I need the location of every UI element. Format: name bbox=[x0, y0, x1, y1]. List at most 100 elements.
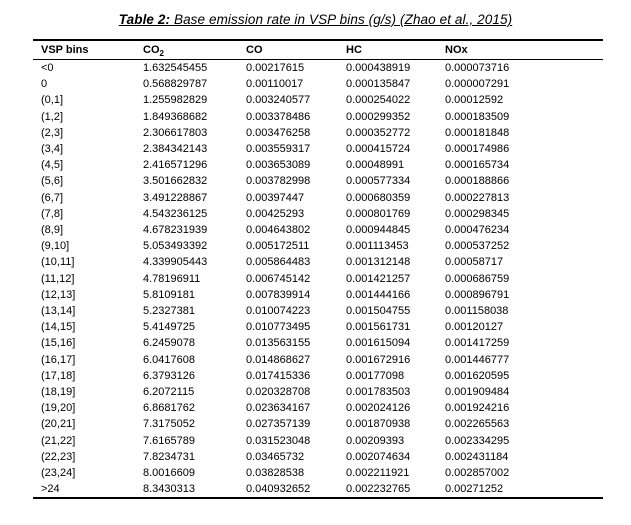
emissions-table: VSP bins CO2 CO HC NOx <0 1.632545455 0.00… bbox=[33, 39, 603, 500]
value-cell: 0.000577334 bbox=[346, 175, 411, 188]
value-cell: 0.000181848 bbox=[445, 126, 510, 139]
value-cell: 0.000680359 bbox=[346, 191, 411, 204]
value-cell: 0.013563155 bbox=[246, 337, 311, 350]
value-cell: 0.000352772 bbox=[346, 126, 411, 139]
column-header-label: HC bbox=[346, 44, 362, 56]
table-row: (17,18] 6.3793126 0.017415336 0.00177098 0.0… bbox=[33, 368, 603, 384]
value-cell: 0.000415724 bbox=[346, 143, 411, 156]
value-cell: 0.005172511 bbox=[246, 240, 310, 253]
table-row: (3,4] 2.384342143 0.003559317 0.000415724 0.… bbox=[33, 141, 603, 157]
column-header-label: CO bbox=[143, 44, 160, 56]
value-cell: 0.00217615 bbox=[246, 62, 305, 74]
value-cell: 0.000896791 bbox=[445, 288, 510, 301]
value-cell: 0.000135847 bbox=[346, 78, 411, 91]
value-cell: 0.001909484 bbox=[445, 386, 510, 399]
value-cell: 6.3793126 bbox=[143, 369, 195, 382]
value-cell: 0.017415336 bbox=[246, 369, 311, 382]
table-row: (7,8] 4.543236125 0.00425293 0.000801769 0.0… bbox=[33, 206, 603, 222]
value-cell: 0.002857002 bbox=[445, 467, 510, 480]
value-cell: 0.020328708 bbox=[246, 386, 311, 399]
value-cell: 4.339905443 bbox=[143, 256, 208, 269]
value-cell: 0.000174986 bbox=[445, 143, 510, 156]
value-cell: 8.0016609 bbox=[143, 467, 195, 480]
value-cell: 0.003240577 bbox=[246, 94, 311, 107]
value-cell: 0.000438919 bbox=[346, 62, 411, 74]
value-cell: 7.3175052 bbox=[143, 418, 195, 431]
vsp-bin-cell: >24 bbox=[41, 483, 60, 496]
value-cell: 0.000073716 bbox=[445, 62, 510, 74]
table-row: (20,21] 7.3175052 0.027357139 0.001870938 0.… bbox=[33, 416, 603, 432]
value-cell: 3.491228867 bbox=[143, 191, 208, 204]
column-header-vsp-bins: VSP bins bbox=[33, 40, 135, 60]
value-cell: 0.001421257 bbox=[346, 272, 411, 285]
value-cell: 0.000944845 bbox=[346, 224, 411, 237]
table-row: (13,14] 5.2327381 0.010074223 0.001504755 0.… bbox=[33, 303, 603, 319]
vsp-bin-cell: (10,11] bbox=[41, 256, 75, 269]
value-cell: 0.000227813 bbox=[445, 191, 510, 204]
vsp-bin-cell: (4,5] bbox=[41, 159, 64, 172]
value-cell: 7.6165789 bbox=[143, 434, 195, 447]
vsp-bin-cell: (9,10] bbox=[41, 240, 70, 253]
value-cell: 0.00120127 bbox=[445, 321, 504, 334]
value-cell: 0.00209393 bbox=[346, 434, 405, 447]
value-cell: 0.001561731 bbox=[346, 321, 411, 334]
value-cell: 0.002334295 bbox=[445, 434, 510, 447]
vsp-bin-cell: (20,21] bbox=[41, 418, 76, 431]
table-row: (4,5] 2.416571296 0.003653089 0.00048991 0.0… bbox=[33, 157, 603, 173]
value-cell: 0.000537252 bbox=[445, 240, 510, 253]
value-cell: 4.678231939 bbox=[143, 224, 208, 237]
vsp-bin-cell: (6,7] bbox=[41, 191, 64, 204]
value-cell: 1.849368682 bbox=[143, 110, 208, 123]
value-cell: 0.002265563 bbox=[445, 418, 510, 431]
table-row: (10,11] 4.339905443 0.005864483 0.001312148… bbox=[33, 254, 603, 270]
value-cell: 0.001158038 bbox=[445, 305, 509, 318]
value-cell: 0.00177098 bbox=[346, 369, 405, 382]
value-cell: 0.000183509 bbox=[445, 110, 510, 123]
value-cell: 5.2327381 bbox=[143, 305, 195, 318]
value-cell: 4.78196911 bbox=[143, 272, 201, 285]
table-row: (8,9] 4.678231939 0.004643802 0.000944845 0.… bbox=[33, 222, 603, 238]
table-row: (6,7] 3.491228867 0.00397447 0.000680359 0.0… bbox=[33, 190, 603, 206]
value-cell: 0.03828538 bbox=[246, 467, 305, 480]
value-cell: 0.000165734 bbox=[445, 159, 510, 172]
table-row: <0 1.632545455 0.00217615 0.000438919 0.0000… bbox=[33, 60, 603, 77]
page-root: { "title": { "prefix": "Table 2:", "rest… bbox=[0, 10, 631, 525]
table-row: (11,12] 4.78196911 0.006745142 0.001421257 0… bbox=[33, 271, 603, 287]
value-cell: 0.004643802 bbox=[246, 224, 311, 237]
value-cell: 0.000007291 bbox=[445, 78, 510, 91]
value-cell: 0.001620595 bbox=[445, 369, 510, 382]
value-cell: 0.001504755 bbox=[346, 305, 411, 318]
value-cell: 0.031523048 bbox=[246, 434, 311, 447]
vsp-bin-cell: (18,19] bbox=[41, 386, 76, 399]
value-cell: 0.027357139 bbox=[246, 418, 311, 431]
value-cell: 0.000801769 bbox=[346, 207, 411, 220]
column-header-hc: HC bbox=[338, 40, 437, 60]
value-cell: 0.00397447 bbox=[246, 191, 305, 204]
value-cell: 2.306617803 bbox=[143, 126, 208, 139]
value-cell: 0.040932652 bbox=[246, 483, 311, 496]
table-row: (15,16] 6.2459078 0.013563155 0.001615094 0.… bbox=[33, 335, 603, 351]
value-cell: 0.00012592 bbox=[445, 94, 504, 107]
value-cell: 0.000299352 bbox=[346, 110, 411, 123]
value-cell: 0.010773495 bbox=[246, 321, 311, 334]
value-cell: 4.543236125 bbox=[143, 207, 208, 220]
value-cell: 0.00058717 bbox=[445, 256, 504, 269]
table-row: (12,13] 5.8109181 0.007839914 0.001444166 0.… bbox=[33, 287, 603, 303]
value-cell: 0.003476258 bbox=[246, 126, 311, 139]
value-cell: 0.001924216 bbox=[445, 402, 510, 415]
value-cell: 0.000476234 bbox=[445, 224, 510, 237]
value-cell: 5.4149725 bbox=[143, 321, 195, 334]
document: Table 2: Base emission rate in VSP bins … bbox=[0, 10, 631, 500]
value-cell: 1.632545455 bbox=[143, 62, 208, 74]
vsp-bin-cell: (22,23] bbox=[41, 450, 76, 463]
table-title-prefix: Table 2: bbox=[118, 12, 171, 27]
vsp-bin-cell: (15,16] bbox=[41, 337, 76, 350]
table-header-row: VSP bins CO2 CO HC NOx bbox=[33, 40, 603, 60]
table-body: <0 1.632545455 0.00217615 0.000438919 0.0000… bbox=[33, 60, 603, 499]
value-cell: 0.00110017 bbox=[246, 78, 304, 91]
value-cell: 5.053493392 bbox=[143, 240, 208, 253]
table-row: >24 8.3430313 0.040932652 0.002232765 0.0027… bbox=[33, 481, 603, 498]
vsp-bin-cell: (13,14] bbox=[41, 305, 76, 318]
vsp-bin-cell: (1,2] bbox=[41, 110, 64, 123]
table-title: Table 2: Base emission rate in VSP bins … bbox=[0, 10, 631, 30]
